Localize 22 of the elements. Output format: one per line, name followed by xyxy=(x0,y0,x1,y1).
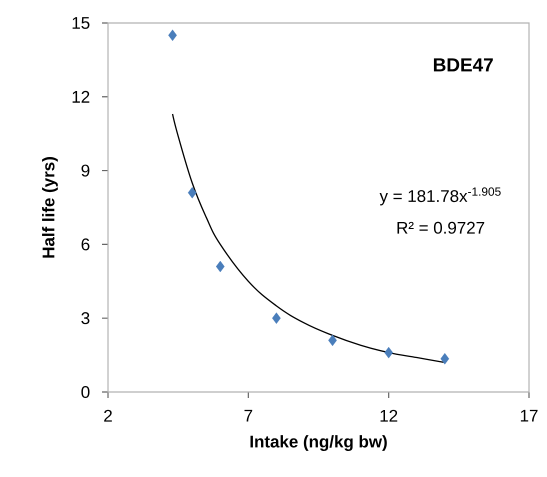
point xyxy=(272,312,281,324)
y-tick-label: 3 xyxy=(81,312,90,324)
x-tick-label: 17 xyxy=(520,410,538,422)
y-tick-label: 15 xyxy=(72,17,90,29)
annotation: R² = 0.9727 xyxy=(398,222,484,234)
x-axis-title: Intake (ng/kg bw) xyxy=(250,435,387,452)
y-axis-title: Half life (yrs) xyxy=(42,157,58,258)
point xyxy=(216,260,225,272)
point xyxy=(328,334,337,346)
y-tick-label: 6 xyxy=(82,238,90,250)
point xyxy=(188,187,197,198)
y-tick-label: 12 xyxy=(72,90,90,103)
y-tick-label: 0 xyxy=(81,386,90,398)
text: BDE47 xyxy=(434,58,493,72)
x-tick-label: 7 xyxy=(244,410,252,422)
x-tick-label: 2 xyxy=(104,410,112,422)
point xyxy=(168,30,177,41)
point xyxy=(384,346,393,358)
point xyxy=(440,353,450,364)
annotation: y = 181.78x$^{-1.905}$ xyxy=(380,187,501,206)
y-tick-label: 9 xyxy=(82,164,90,177)
x-tick-label: 12 xyxy=(380,410,398,422)
